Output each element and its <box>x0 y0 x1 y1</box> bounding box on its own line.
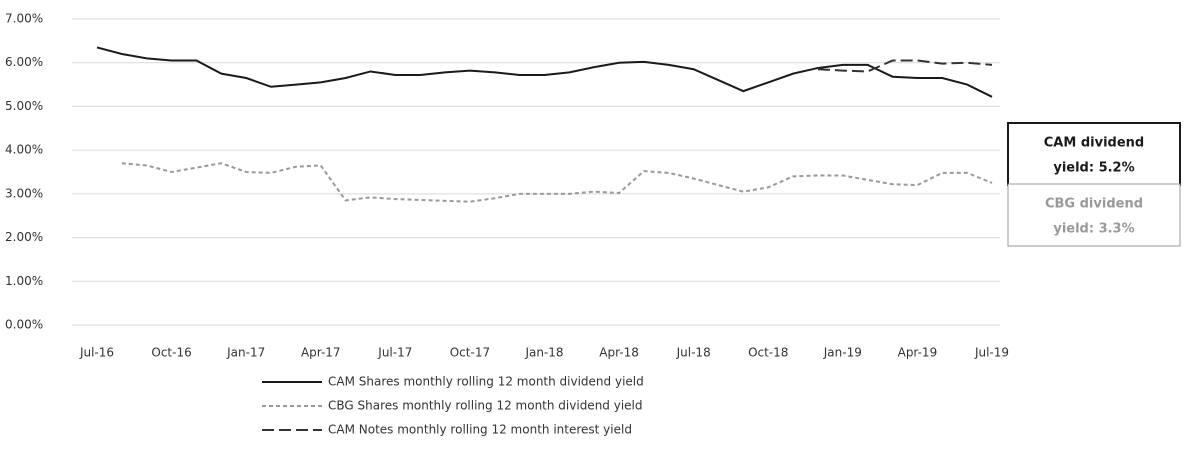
y-tick-label: 5.00% <box>5 99 43 113</box>
annotation-text: yield: 3.3% <box>1053 222 1134 237</box>
x-tick-label: Jul-17 <box>377 346 412 360</box>
x-tick-label: Oct-16 <box>151 346 191 360</box>
annotation-box <box>1007 183 1181 247</box>
x-tick-label: Apr-17 <box>301 346 341 360</box>
x-tick-label: Jul-18 <box>676 346 711 360</box>
legend-label: CBG Shares monthly rolling 12 month divi… <box>328 399 643 413</box>
annotation-text: yield: 5.2% <box>1053 161 1134 176</box>
y-tick-label: 6.00% <box>5 55 43 69</box>
y-tick-label: 1.00% <box>5 274 43 288</box>
annotation-text: CBG dividend <box>1045 197 1143 212</box>
legend-label: CAM Notes monthly rolling 12 month inter… <box>328 423 632 437</box>
x-tick-label: Oct-17 <box>450 346 490 360</box>
x-tick-label: Jul-19 <box>974 346 1009 360</box>
annotation-box <box>1007 122 1181 186</box>
legend-label: CAM Shares monthly rolling 12 month divi… <box>328 375 644 389</box>
x-tick-label: Jan-18 <box>524 346 563 360</box>
x-tick-label: Jul-16 <box>79 346 114 360</box>
y-tick-label: 0.00% <box>5 318 43 332</box>
x-tick-label: Jan-19 <box>823 346 862 360</box>
series-line <box>121 162 993 203</box>
series-line <box>96 46 993 98</box>
y-tick-label: 7.00% <box>5 12 43 26</box>
annotation-text: CAM dividend <box>1044 136 1144 151</box>
y-tick-label: 4.00% <box>5 143 43 157</box>
x-tick-label: Jan-17 <box>226 346 265 360</box>
y-tick-label: 2.00% <box>5 230 43 244</box>
x-tick-label: Apr-18 <box>599 346 639 360</box>
x-tick-label: Apr-19 <box>898 346 938 360</box>
x-tick-label: Oct-18 <box>748 346 788 360</box>
y-tick-label: 3.00% <box>5 186 43 200</box>
series-line <box>817 59 993 73</box>
